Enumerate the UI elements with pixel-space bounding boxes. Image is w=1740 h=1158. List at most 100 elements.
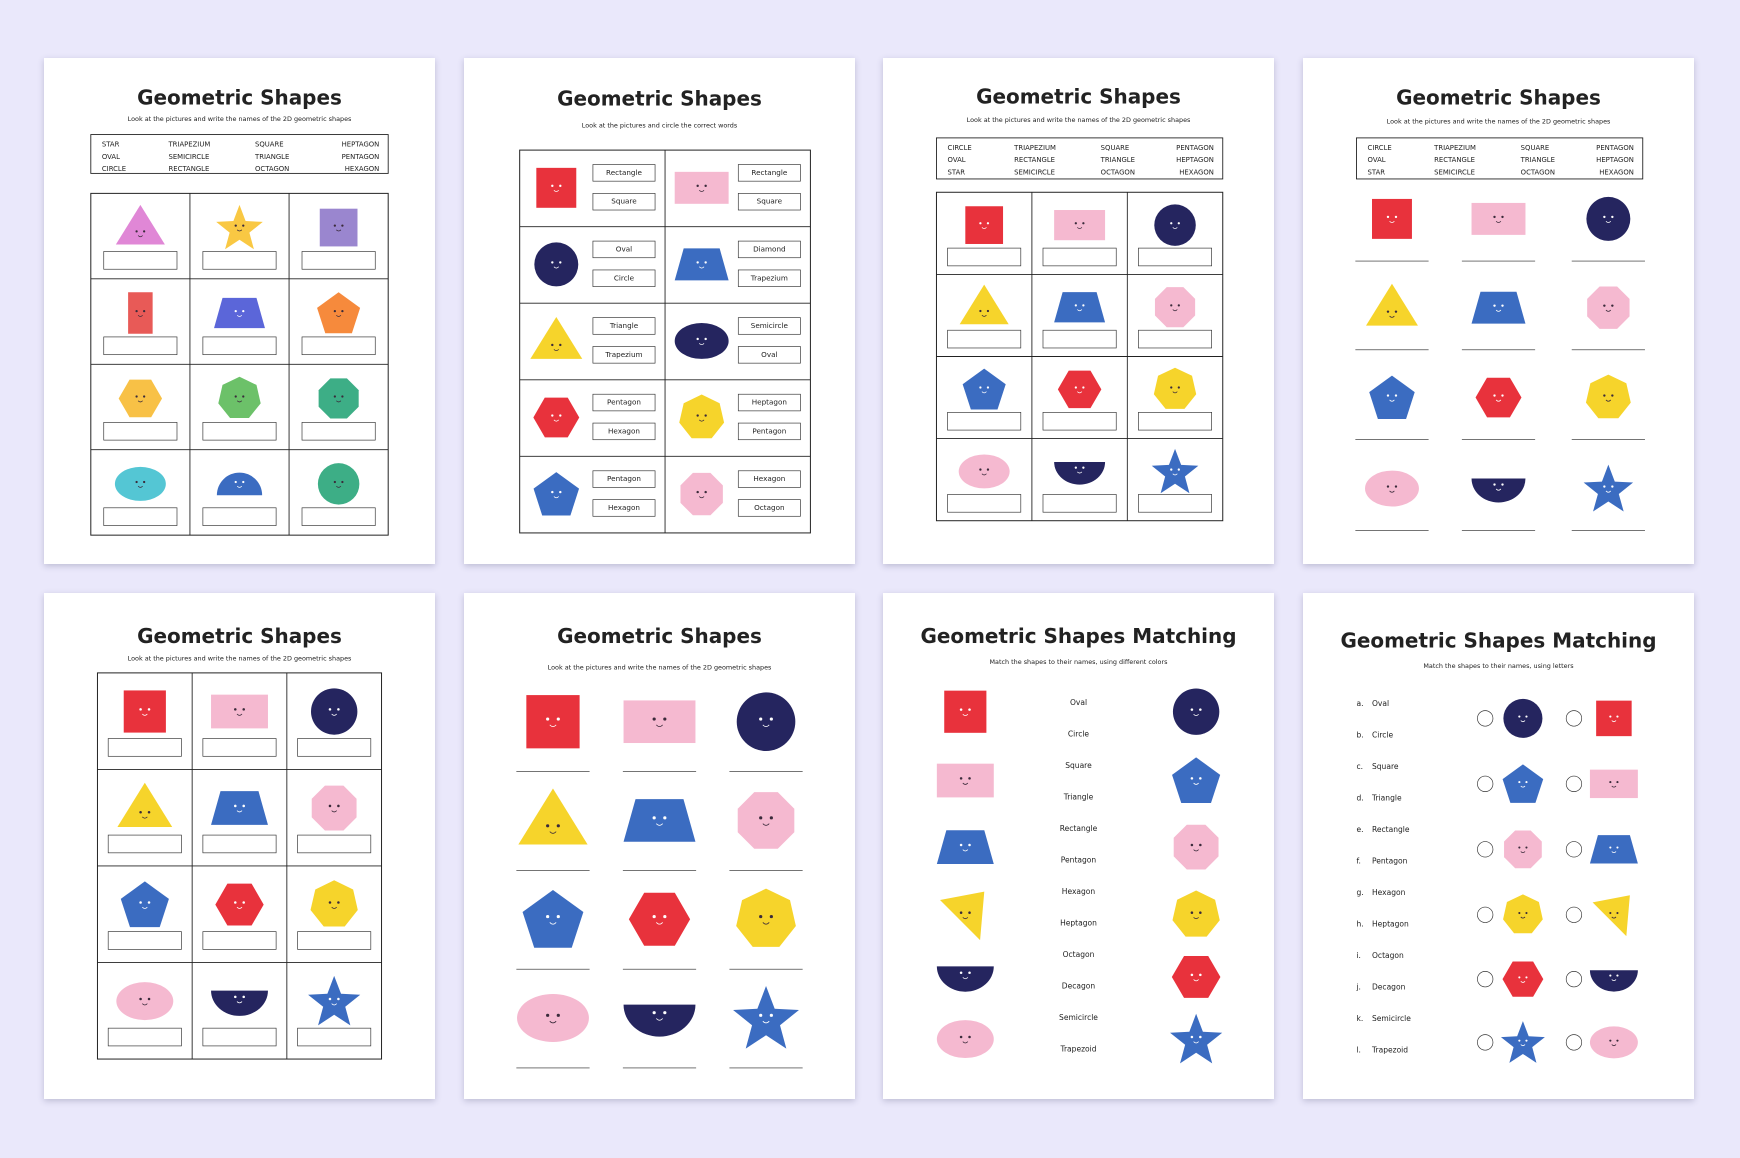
shape	[1583, 464, 1634, 512]
face-smile	[1193, 979, 1199, 982]
shape-name: Oval	[1070, 698, 1087, 707]
face-eye	[1616, 715, 1619, 718]
choice-word: Trapezium	[604, 350, 642, 359]
answer-box	[737, 269, 801, 287]
face-eye	[147, 811, 151, 814]
face-smile	[962, 917, 969, 920]
answer-box	[202, 931, 277, 950]
face-eye	[968, 843, 971, 847]
face-eye	[1609, 974, 1612, 977]
shape	[962, 368, 1006, 410]
face-eye	[968, 1035, 971, 1039]
face-eye	[1394, 394, 1398, 397]
page-subtitle: Look at the pictures and write the names…	[548, 663, 772, 671]
word-bank-word: SEMICIRCLE	[168, 153, 209, 161]
shape	[737, 792, 795, 849]
worksheet-page: Geometric Shapes Matching Match the shape…	[1303, 593, 1694, 1099]
shape	[1475, 377, 1522, 418]
shape	[1151, 448, 1199, 494]
choice-word: Pentagon	[752, 426, 786, 435]
answer-box	[107, 738, 182, 757]
shape	[1500, 1021, 1545, 1063]
face-smile	[236, 314, 243, 317]
face-eye	[1616, 846, 1619, 849]
answer-box	[592, 164, 656, 182]
page-title: Geometric Shapes	[1396, 86, 1601, 110]
answer-box	[592, 317, 656, 335]
face-eye	[341, 224, 344, 227]
answer-box	[737, 317, 801, 335]
face-eye	[1199, 708, 1202, 711]
word-bank-word: OCTAGON	[1521, 168, 1555, 176]
page-canvas: Geometric Shapes Look at the pictures and…	[516, 624, 803, 1069]
face-eye	[1082, 304, 1085, 307]
face-smile	[1193, 1041, 1199, 1044]
shape	[674, 322, 729, 359]
choice-word: Pentagon	[607, 398, 641, 407]
face-eye	[234, 995, 237, 999]
word-bank-word: TRIANGLE	[1100, 156, 1135, 164]
face-smile	[553, 419, 559, 422]
answer-box	[103, 422, 178, 441]
face-smile	[236, 400, 243, 403]
face-smile	[137, 314, 143, 317]
word-bank-word: TRIANGLE	[1520, 156, 1555, 164]
face-smile	[698, 419, 705, 422]
face-eye	[696, 490, 699, 494]
item-name: Heptagon	[1372, 920, 1409, 929]
face-eye	[968, 708, 971, 711]
face-eye	[234, 224, 237, 227]
face-eye	[242, 309, 245, 313]
face-eye	[704, 261, 707, 264]
shape	[311, 785, 357, 831]
face-eye	[696, 184, 699, 188]
face-smile	[1077, 391, 1083, 394]
face-eye	[1082, 386, 1085, 389]
word-bank-word: TRIAPEZIUM	[1433, 144, 1476, 152]
face-smile	[331, 810, 338, 813]
word-bank-word: HEPTAGON	[342, 141, 380, 149]
face-eye	[1501, 394, 1504, 397]
item-letter: l.	[1356, 1046, 1361, 1055]
face-smile	[698, 266, 705, 269]
answer-circle	[1565, 710, 1583, 727]
shape	[940, 891, 985, 941]
answer-box	[107, 834, 182, 854]
answer-box	[737, 346, 801, 364]
answer-circle	[1565, 1034, 1583, 1051]
shape	[674, 171, 729, 204]
face-eye	[1518, 781, 1521, 784]
face-eye	[652, 1011, 656, 1015]
face-eye	[1493, 304, 1496, 307]
page-title: Geometric Shapes	[137, 86, 342, 110]
face-smile	[236, 229, 243, 232]
shape	[1372, 198, 1412, 239]
face-eye	[139, 708, 142, 711]
choice-word: Square	[757, 197, 783, 206]
face-eye	[559, 261, 562, 264]
page-subtitle: Look at the pictures and write the names…	[128, 654, 352, 662]
answer-box	[1042, 412, 1117, 431]
face-smile	[236, 713, 243, 716]
shape-name: Decagon	[1062, 981, 1096, 990]
face-eye	[1603, 215, 1606, 219]
answer-circle	[1477, 971, 1494, 988]
face-eye	[337, 708, 340, 711]
face-eye	[1609, 1039, 1612, 1042]
answer-box	[103, 507, 178, 526]
face-smile	[141, 1003, 148, 1006]
face-eye	[1190, 1035, 1194, 1039]
face-eye	[696, 414, 699, 417]
face-eye	[1609, 911, 1612, 915]
face-eye	[959, 777, 963, 780]
face-eye	[1074, 386, 1077, 389]
page-title: Geometric Shapes	[137, 624, 342, 648]
face-smile	[1495, 221, 1502, 223]
face-smile	[1172, 227, 1178, 229]
face-smile	[1077, 309, 1083, 312]
face-eye	[242, 901, 245, 904]
answer-box	[202, 251, 277, 270]
face-smile	[1077, 227, 1083, 229]
face-smile	[1389, 221, 1395, 223]
worksheet-page: Geometric Shapes Matching Match the shape…	[883, 593, 1274, 1099]
